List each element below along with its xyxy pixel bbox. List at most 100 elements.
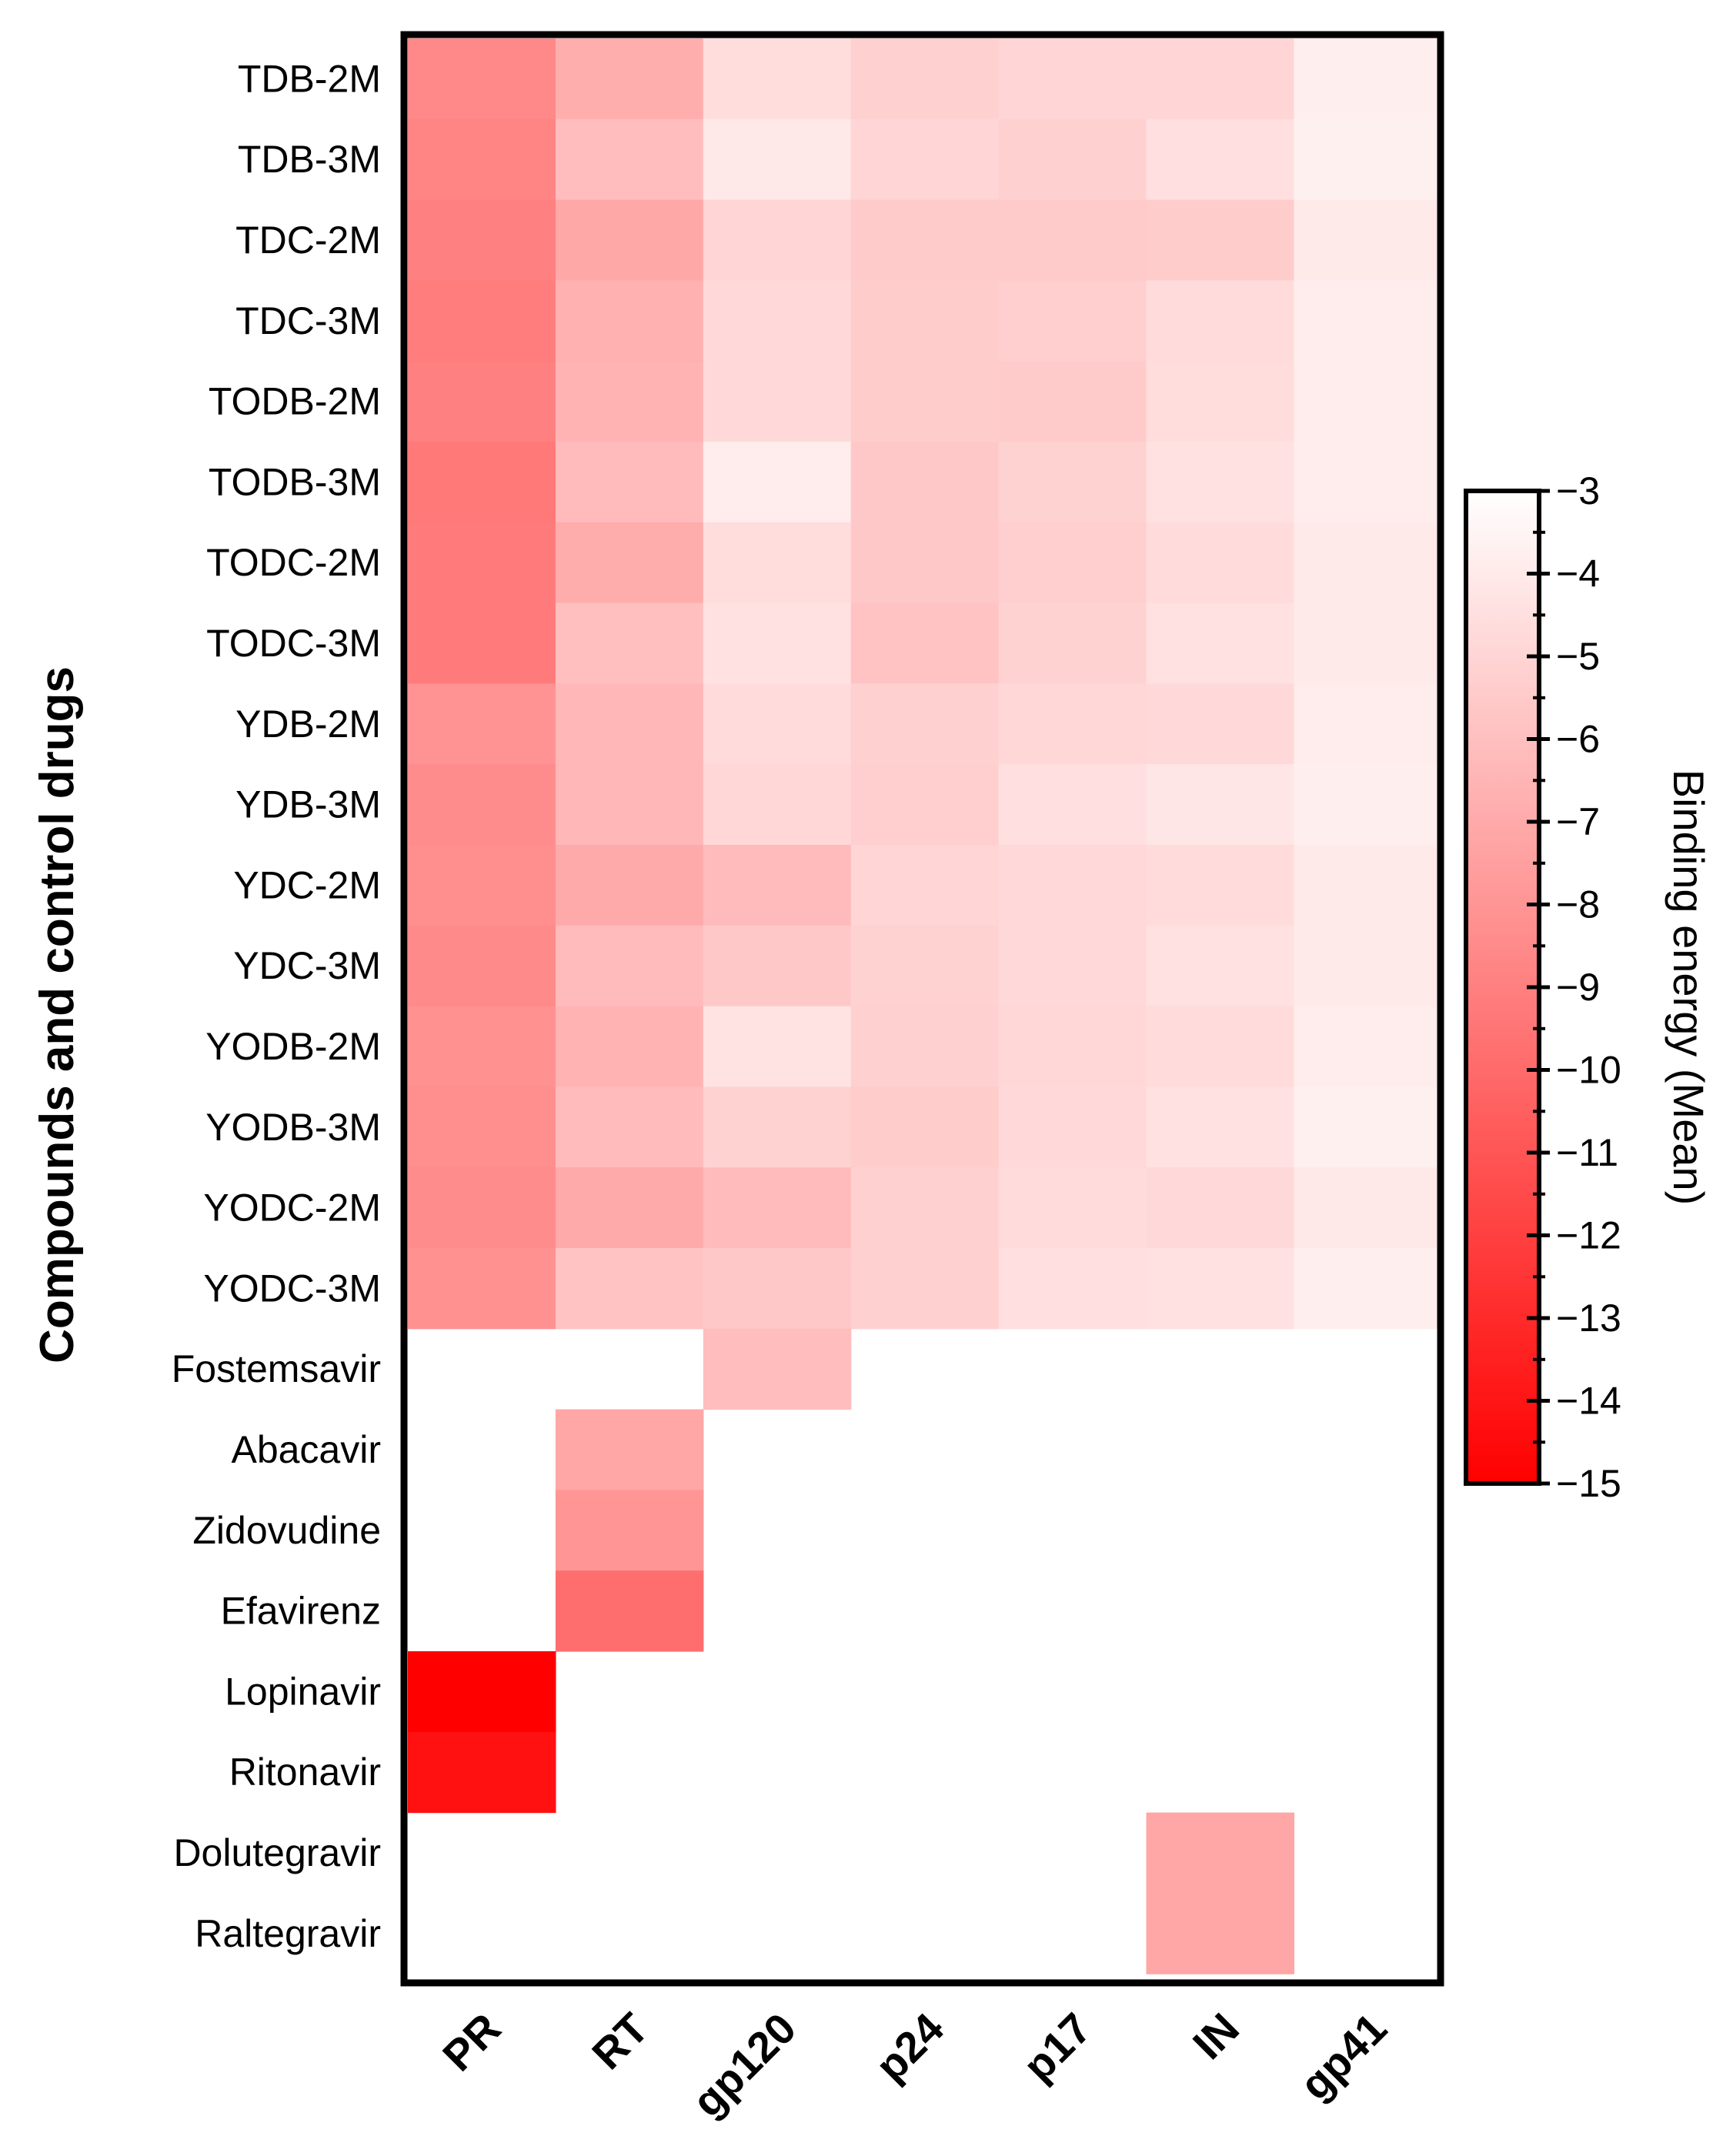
heatmap-cell xyxy=(850,361,1000,442)
y-axis-title: Compounds and control drugs xyxy=(31,666,84,1363)
column-label: gp120 xyxy=(683,2004,805,2126)
heatmap-cell xyxy=(555,1570,704,1652)
heatmap-cell xyxy=(850,1167,1000,1249)
heatmap-cell xyxy=(408,38,556,120)
colorbar-ticks: −3 −4 −5 −6 −7 −8 −9 −10 −11 −12 −13 −14 −15 xyxy=(1527,469,1621,1505)
heatmap-cell xyxy=(408,764,556,846)
heatmap-cell xyxy=(1146,683,1294,765)
row-label: TDC-2M xyxy=(235,219,381,262)
heatmap-cell xyxy=(555,118,704,201)
colorbar-tick-label: −5 xyxy=(1556,635,1600,678)
heatmap-cell xyxy=(408,442,556,523)
colorbar-tick-label: −10 xyxy=(1556,1049,1621,1092)
heatmap-cell xyxy=(1294,1167,1442,1249)
heatmap-cell xyxy=(408,1086,556,1168)
heatmap-cell xyxy=(1294,925,1442,1007)
heatmap-cell xyxy=(408,361,556,442)
heatmap-cell xyxy=(1146,199,1294,281)
heatmap-cell xyxy=(1146,361,1294,442)
column-labels: PR RT gp120 p24 p17 IN gp41 xyxy=(433,2004,1396,2126)
heatmap-cell xyxy=(555,683,704,765)
heatmap-frame xyxy=(400,31,1444,1987)
heatmap-cell xyxy=(998,845,1147,926)
heatmap-cell xyxy=(850,602,1000,684)
heatmap-cell xyxy=(703,1248,852,1330)
heatmap-cell xyxy=(850,1006,1000,1087)
heatmap-cell xyxy=(555,280,704,362)
heatmap-cell xyxy=(850,442,1000,523)
heatmap-cell xyxy=(408,522,556,604)
heatmap-cell xyxy=(850,845,1000,926)
heatmap-cell xyxy=(555,442,704,523)
heatmap-cell xyxy=(703,683,852,765)
heatmap-cell xyxy=(703,280,852,362)
colorbar-tick-label: −6 xyxy=(1556,718,1600,761)
heatmap-cell xyxy=(1146,38,1294,120)
row-label: YDC-3M xyxy=(233,944,381,987)
heatmap-cell xyxy=(850,280,1000,362)
row-label: YODB-2M xyxy=(205,1025,381,1068)
colorbar-tick-label: −11 xyxy=(1556,1131,1618,1174)
row-label: TODC-2M xyxy=(206,541,381,584)
heatmap-cell xyxy=(1146,1812,1294,1894)
row-label: Efavirenz xyxy=(221,1590,381,1633)
heatmap-cell xyxy=(408,1006,556,1087)
row-label: TDC-3M xyxy=(235,299,381,342)
heatmap-cell xyxy=(555,1490,704,1571)
heatmap-cell xyxy=(555,199,704,281)
heatmap-cell xyxy=(1294,280,1442,362)
column-label: p24 xyxy=(866,2004,953,2091)
heatmap-cell xyxy=(998,1167,1147,1249)
colorbar-title: Binding energy (Mean) xyxy=(1665,769,1713,1206)
heatmap-cell xyxy=(1294,1006,1442,1087)
row-label: Dolutegravir xyxy=(173,1831,381,1874)
heatmap-cell xyxy=(998,522,1147,604)
heatmap-cell xyxy=(408,925,556,1007)
heatmap-cell xyxy=(703,764,852,846)
heatmap-cell xyxy=(703,38,852,120)
heatmap-cell xyxy=(1294,845,1442,926)
heatmap-cell xyxy=(408,602,556,684)
heatmap-cell xyxy=(1146,522,1294,604)
heatmap-cell xyxy=(703,845,852,926)
row-label: Zidovudine xyxy=(192,1509,381,1552)
heatmap-cell xyxy=(998,199,1147,281)
heatmap-cell xyxy=(703,925,852,1007)
heatmap-cell xyxy=(408,845,556,926)
heatmap-cell xyxy=(1146,602,1294,684)
heatmap-cell xyxy=(998,280,1147,362)
row-label: YDC-2M xyxy=(233,863,381,906)
heatmap-cell xyxy=(998,764,1147,846)
heatmap-cell xyxy=(1146,925,1294,1007)
heatmap-cell xyxy=(998,602,1147,684)
heatmap-cell xyxy=(850,925,1000,1007)
heatmap-cell xyxy=(555,602,704,684)
heatmap-cell xyxy=(850,38,1000,120)
colorbar-tick-label: −7 xyxy=(1556,800,1600,843)
heatmap-cell xyxy=(1146,118,1294,201)
heatmap-cell xyxy=(703,1006,852,1087)
heatmap-cell xyxy=(703,361,852,442)
heatmap-cell xyxy=(703,1328,852,1410)
heatmap-cell xyxy=(1146,442,1294,523)
heatmap-cell xyxy=(850,683,1000,765)
heatmap-cell xyxy=(1146,280,1294,362)
row-label: YODB-3M xyxy=(205,1106,381,1149)
heatmap-cell xyxy=(850,199,1000,281)
heatmap-cell xyxy=(408,1248,556,1330)
heatmap-cell xyxy=(998,1086,1147,1168)
row-labels: TDB-2M TDB-3M TDC-2M TDC-3M TODB-2M TODB-3M TO… xyxy=(172,57,381,1954)
heatmap-cell xyxy=(555,925,704,1007)
heatmap-cell xyxy=(1294,199,1442,281)
heatmap-cell xyxy=(1294,683,1442,765)
colorbar-tick-label: −8 xyxy=(1556,883,1600,926)
heatmap-cell xyxy=(703,1167,852,1249)
row-label: YDB-3M xyxy=(235,783,381,826)
row-label: Lopinavir xyxy=(225,1670,381,1713)
row-label: TODC-3M xyxy=(206,622,381,665)
colorbar-tick-label: −12 xyxy=(1556,1214,1621,1257)
heatmap-cell xyxy=(1146,764,1294,846)
colorbar-tick-label: −3 xyxy=(1556,469,1600,512)
heatmap-cell xyxy=(408,683,556,765)
